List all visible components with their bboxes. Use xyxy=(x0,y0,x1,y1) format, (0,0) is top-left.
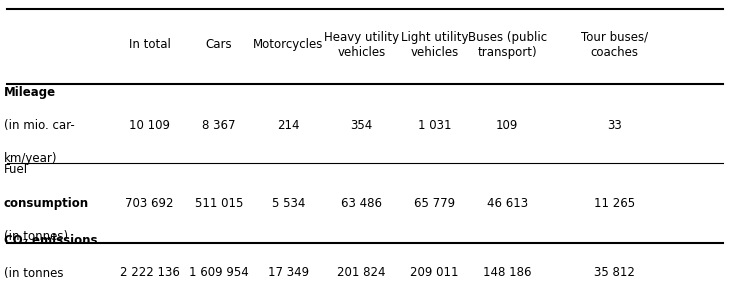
Text: 209 011: 209 011 xyxy=(410,266,458,279)
Text: 1 031: 1 031 xyxy=(418,119,451,132)
Text: Tour buses/
coaches: Tour buses/ coaches xyxy=(581,31,648,59)
Text: 201 824: 201 824 xyxy=(337,266,385,279)
Text: 511 015: 511 015 xyxy=(195,196,243,210)
Text: 354: 354 xyxy=(350,119,372,132)
Text: 148 186: 148 186 xyxy=(483,266,531,279)
Text: (in tonnes: (in tonnes xyxy=(4,267,64,280)
Text: Cars: Cars xyxy=(206,38,232,51)
Text: 5 534: 5 534 xyxy=(272,196,305,210)
Text: 10 109: 10 109 xyxy=(129,119,170,132)
Text: km/year): km/year) xyxy=(4,152,57,165)
Text: (in tonnes): (in tonnes) xyxy=(4,230,68,243)
Text: 703 692: 703 692 xyxy=(126,196,174,210)
Text: 65 779: 65 779 xyxy=(414,196,455,210)
Text: 11 265: 11 265 xyxy=(594,196,635,210)
Text: (in mio. car-: (in mio. car- xyxy=(4,119,74,132)
Text: 63 486: 63 486 xyxy=(341,196,382,210)
Text: Fuel: Fuel xyxy=(4,163,28,177)
Text: 33: 33 xyxy=(607,119,622,132)
Text: consumption: consumption xyxy=(4,196,89,210)
Text: 109: 109 xyxy=(496,119,518,132)
Text: 8 367: 8 367 xyxy=(202,119,236,132)
Text: Mileage: Mileage xyxy=(4,86,55,99)
Text: 17 349: 17 349 xyxy=(268,266,309,279)
Text: Buses (public
transport): Buses (public transport) xyxy=(468,31,547,59)
Text: Motorcycles: Motorcycles xyxy=(253,38,323,51)
Text: 2 222 136: 2 222 136 xyxy=(120,266,180,279)
Text: 35 812: 35 812 xyxy=(594,266,635,279)
Text: CO₂ emissions: CO₂ emissions xyxy=(4,234,97,247)
Text: Heavy utility
vehicles: Heavy utility vehicles xyxy=(324,31,399,59)
Text: 46 613: 46 613 xyxy=(487,196,528,210)
Text: 214: 214 xyxy=(277,119,299,132)
Text: Light utility
vehicles: Light utility vehicles xyxy=(401,31,468,59)
Text: 1 609 954: 1 609 954 xyxy=(189,266,249,279)
Text: In total: In total xyxy=(128,38,171,51)
